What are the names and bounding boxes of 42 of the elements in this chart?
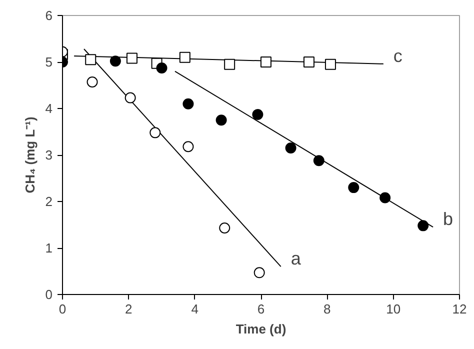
point xyxy=(216,114,227,126)
point xyxy=(156,62,168,74)
x-tick-label: 6 xyxy=(257,302,265,316)
point xyxy=(380,192,391,204)
point xyxy=(182,141,194,152)
point xyxy=(150,127,161,138)
point xyxy=(348,182,360,194)
point xyxy=(182,98,194,110)
point xyxy=(303,56,314,68)
y-axis-title: CH₄ (mg L⁻¹) xyxy=(22,116,38,194)
series-label: b xyxy=(443,209,454,230)
point xyxy=(313,155,324,166)
y-tick-label: 1 xyxy=(45,240,53,256)
point xyxy=(86,76,98,88)
y-tick-label: 5 xyxy=(45,54,53,70)
point xyxy=(252,109,264,120)
point xyxy=(324,58,336,70)
point xyxy=(179,52,190,63)
x-tick-label: 4 xyxy=(191,302,198,316)
point xyxy=(110,56,121,67)
y-tick-label: 3 xyxy=(45,148,53,162)
y-tick-label: 0 xyxy=(45,287,53,302)
x-tick-label: 12 xyxy=(452,302,467,316)
point xyxy=(224,58,236,70)
series-label: a xyxy=(290,248,302,269)
point xyxy=(254,267,265,278)
x-tick-label: 10 xyxy=(386,302,401,316)
y-tick-label: 6 xyxy=(45,8,53,23)
y-tick-label: 4 xyxy=(45,101,53,116)
x-tick-label: 2 xyxy=(125,302,132,316)
point xyxy=(285,142,296,154)
point xyxy=(124,92,136,104)
x-tick-label: 8 xyxy=(324,302,331,316)
point xyxy=(85,54,96,66)
point xyxy=(260,56,272,68)
x-tick-label: 0 xyxy=(58,302,66,316)
y-tick-label: 2 xyxy=(45,194,53,209)
point xyxy=(418,220,429,232)
point xyxy=(219,222,230,234)
series-label: c xyxy=(393,46,402,66)
point xyxy=(126,52,138,64)
x-axis-title: Time (d) xyxy=(236,322,286,336)
